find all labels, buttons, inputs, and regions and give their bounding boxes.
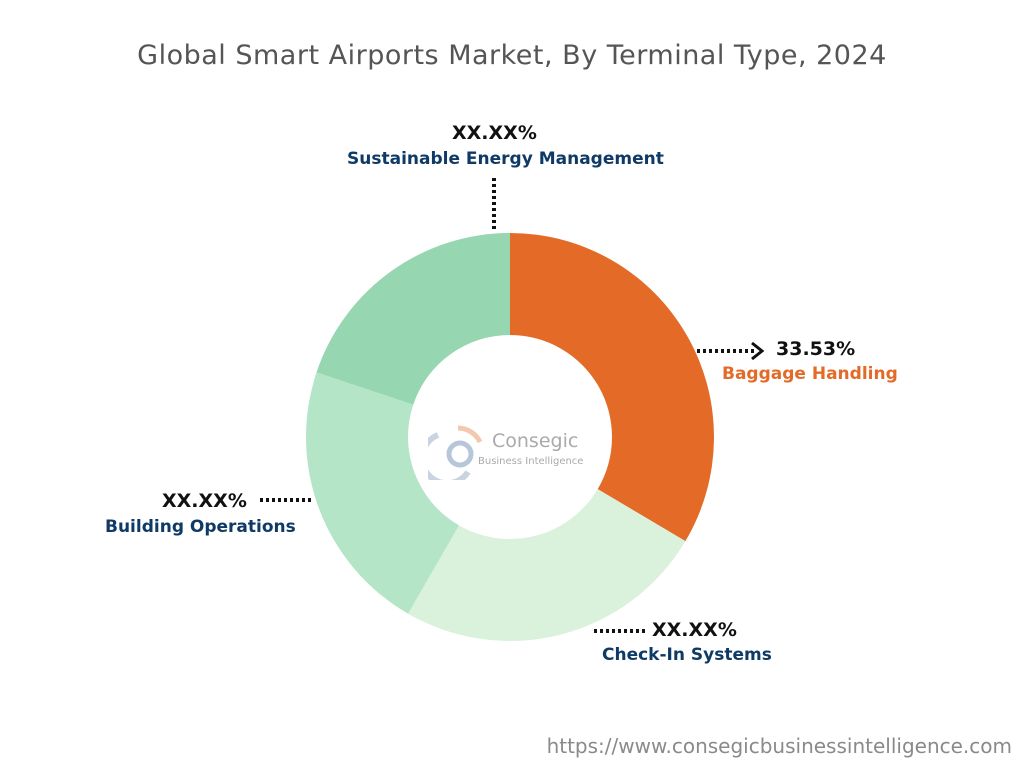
data-label-building: XX.XX% bbox=[162, 490, 247, 512]
footer-url[interactable]: https://www.consegicbusinessintelligence… bbox=[546, 734, 1012, 758]
category-label-building: Building Operations bbox=[105, 517, 296, 537]
data-label-sustainable: XX.XX% bbox=[452, 122, 537, 144]
logo-subtitle: Business Intelligence bbox=[478, 456, 584, 467]
slice-baggage-handling bbox=[510, 233, 714, 542]
category-label-checkin: Check-In Systems bbox=[602, 645, 772, 665]
data-label-checkin: XX.XX% bbox=[652, 619, 737, 641]
category-label-sustainable: Sustainable Energy Management bbox=[347, 149, 664, 169]
chart-title: Global Smart Airports Market, By Termina… bbox=[137, 40, 887, 71]
data-label-baggage: 33.53% bbox=[776, 338, 856, 360]
slice-check-in-systems bbox=[408, 489, 686, 641]
slice-building-operations bbox=[305, 372, 460, 614]
logo-icon bbox=[419, 420, 488, 487]
leader-lines bbox=[260, 178, 765, 633]
slice-sustainable-energy-management bbox=[316, 233, 510, 405]
category-label-baggage: Baggage Handling bbox=[722, 364, 898, 384]
arrow-head-baggage bbox=[751, 341, 765, 361]
logo-name: Consegic bbox=[492, 430, 579, 452]
